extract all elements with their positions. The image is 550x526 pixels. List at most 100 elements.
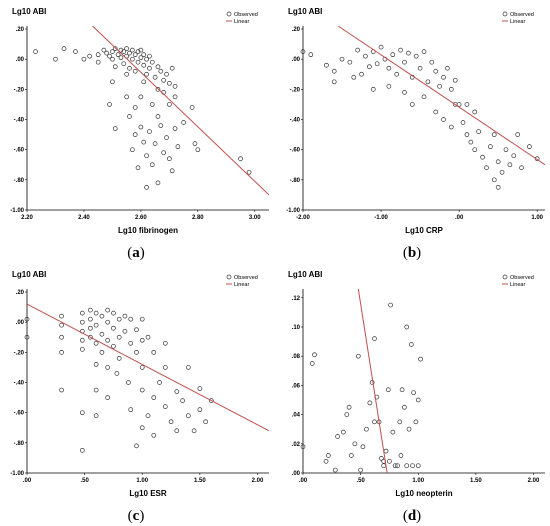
data-point: [129, 147, 135, 153]
data-point: [499, 169, 505, 175]
data-point: [309, 361, 315, 366]
data-point: [464, 102, 470, 107]
data-point: [300, 444, 306, 450]
data-point: [73, 49, 78, 54]
y-axis-label: Lg10 ABI: [288, 7, 322, 16]
data-point: [147, 65, 152, 71]
data-point: [132, 105, 138, 110]
data-point: [122, 328, 128, 334]
data-point: [161, 150, 167, 156]
x-tick-label: 1.50: [470, 478, 482, 484]
x-tick-label: .50: [356, 478, 365, 484]
y-tick-label: .02: [292, 442, 301, 448]
data-point: [79, 310, 85, 316]
data-point: [372, 336, 377, 342]
data-point: [138, 94, 144, 100]
data-point: [149, 162, 155, 168]
data-point: [433, 68, 439, 74]
data-point: [122, 313, 128, 319]
legend-label-observed: Observed: [510, 12, 534, 18]
data-point: [324, 62, 329, 68]
x-tick-label: .00: [23, 478, 32, 484]
data-point: [402, 404, 407, 410]
data-point: [181, 120, 186, 125]
y-axis-label: Lg10 ABI: [12, 270, 46, 279]
data-point: [114, 371, 120, 376]
data-point: [127, 114, 132, 119]
data-point: [88, 334, 93, 340]
legend-label-observed: Observed: [234, 275, 258, 281]
data-point: [189, 105, 195, 110]
data-point: [417, 65, 423, 71]
data-point: [398, 453, 404, 458]
x-tick-label: 1.50: [194, 478, 206, 484]
data-point: [385, 387, 391, 393]
data-point: [141, 139, 147, 145]
data-point: [209, 398, 214, 403]
data-point: [395, 463, 400, 469]
data-point: [387, 458, 392, 464]
y-tick-label: .04: [292, 413, 301, 419]
y-tick-label: -.20: [14, 350, 25, 356]
data-point: [124, 71, 129, 77]
data-point: [112, 126, 118, 131]
data-point: [104, 50, 110, 56]
data-point: [331, 68, 337, 74]
data-point: [169, 168, 175, 174]
data-point: [404, 324, 410, 330]
data-point: [332, 467, 338, 473]
data-point: [139, 425, 145, 431]
panel-letter: (a): [127, 245, 145, 261]
x-axis-label: Lg10 neopterin: [395, 489, 452, 498]
y-tick-label: .12: [292, 296, 301, 302]
data-point: [152, 74, 158, 80]
data-point: [151, 349, 157, 355]
data-point: [139, 365, 145, 370]
y-tick-label: -.40: [290, 118, 301, 124]
data-point: [495, 185, 501, 190]
data-point: [359, 71, 364, 77]
y-tick-label: -.40: [14, 118, 25, 124]
data-point: [515, 132, 521, 137]
data-point: [135, 165, 141, 171]
data-point: [168, 419, 174, 425]
y-tick-label: .00: [292, 57, 301, 63]
data-point: [59, 313, 64, 319]
data-point: [93, 322, 99, 328]
chart-panel-d: Lg10 ABI .12 .10 .08 .06 .04 .02 .00.00 .50 1.00 1…: [276, 263, 546, 524]
data-point: [203, 419, 208, 425]
y-tick-label: .08: [292, 354, 301, 360]
data-point: [379, 456, 384, 461]
data-point: [141, 52, 147, 58]
data-point: [59, 387, 64, 393]
data-point: [139, 337, 145, 343]
data-point: [118, 55, 124, 61]
data-point: [138, 47, 144, 53]
data-point: [392, 463, 398, 469]
data-point: [115, 52, 121, 58]
legend-label-linear: Linear: [510, 282, 525, 288]
data-point: [410, 463, 415, 469]
legend-marker-observed: [502, 274, 508, 280]
x-tick-label: .50: [80, 478, 89, 484]
data-point: [105, 365, 111, 370]
data-point: [157, 380, 162, 385]
data-point: [59, 349, 64, 355]
y-tick-label: -.60: [14, 411, 25, 417]
data-point: [527, 144, 532, 150]
data-point: [488, 144, 493, 150]
data-point: [390, 52, 396, 58]
x-tick-label: .00: [455, 215, 464, 221]
data-point: [185, 365, 191, 370]
data-point: [95, 59, 101, 65]
data-point: [472, 147, 478, 153]
data-point: [167, 156, 172, 162]
legend-label-linear: Linear: [510, 19, 525, 25]
data-point: [24, 316, 30, 322]
data-point: [464, 132, 470, 137]
data-point: [340, 429, 346, 435]
data-point: [112, 46, 118, 51]
data-point: [358, 467, 363, 473]
x-tick-label: 2.60: [135, 215, 147, 221]
x-tick-label: 1.00: [412, 478, 424, 484]
